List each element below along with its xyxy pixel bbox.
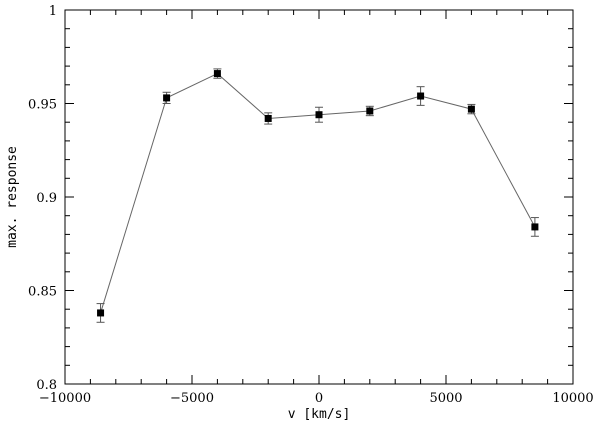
x-tick-label: −5000 [170,391,214,406]
y-tick-label: 0.85 [28,285,57,300]
y-tick-label: 0.95 [28,98,57,113]
x-tick-label: 0 [315,391,323,406]
data-point [417,92,425,100]
y-tick-label: 0.9 [36,191,57,206]
data-point [264,114,272,122]
x-tick-label: −10000 [39,391,91,406]
data-point [531,223,539,231]
y-tick-label: 1 [49,4,57,19]
x-tick-label: 10000 [552,391,593,406]
data-markers [97,70,539,317]
axis-ticks [64,9,574,385]
data-point [366,107,374,115]
x-tick-label: 5000 [429,391,462,406]
y-tick-labels: 0.8 0.85 0.9 0.95 1 [28,4,57,393]
y-axis-label: max. response [5,146,20,248]
x-tick-labels: −10000 −5000 0 5000 10000 [39,391,594,406]
plot-frame [64,9,574,385]
data-point [163,94,171,102]
data-point [213,70,221,78]
data-point [315,111,323,119]
data-point [97,309,105,317]
data-point [467,105,475,113]
x-axis-label: v [km/s] [288,407,351,422]
y-tick-label: 0.8 [36,378,57,393]
